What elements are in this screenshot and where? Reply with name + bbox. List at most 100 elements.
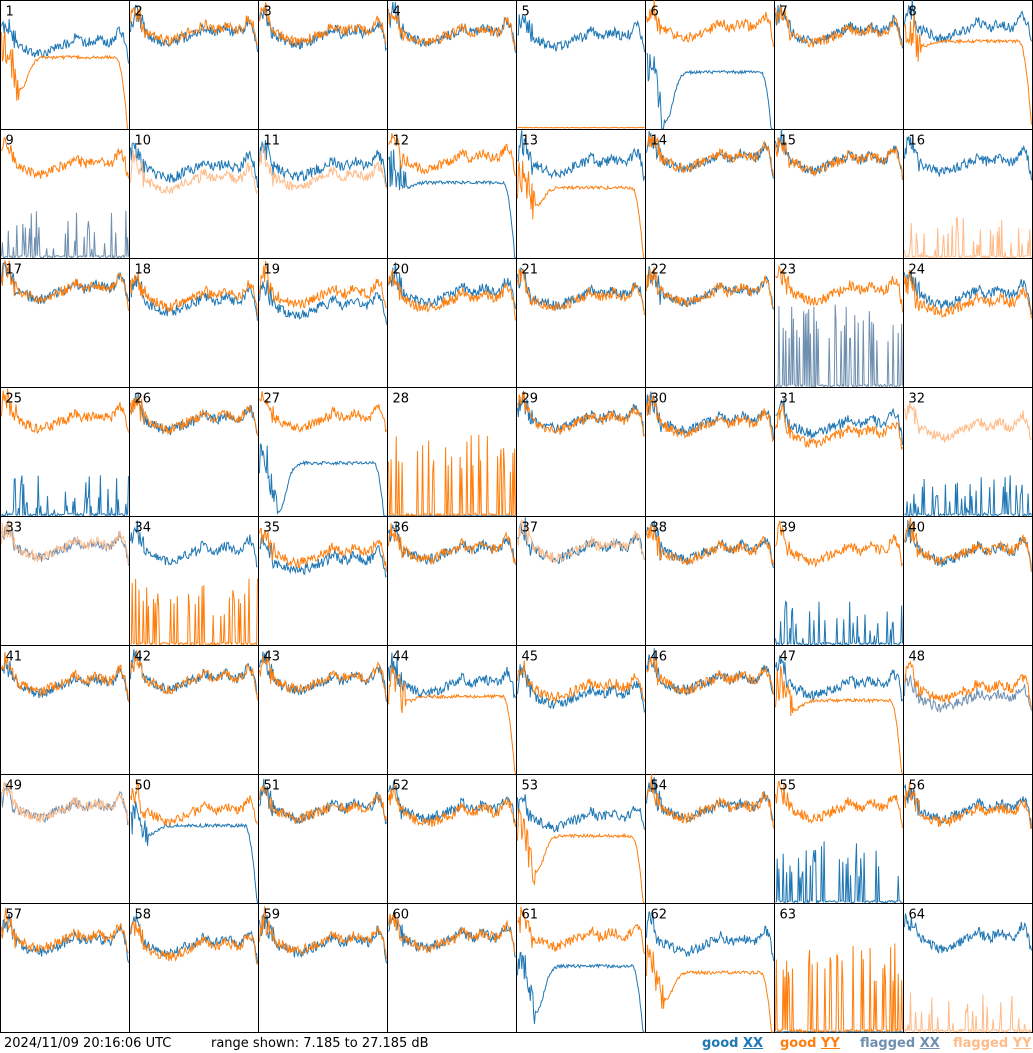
spectrum-xx-19 xyxy=(259,280,387,325)
spectrum-yy-29 xyxy=(517,391,645,437)
antenna-panel-49: 49 xyxy=(0,774,130,904)
spectrum-yy-35 xyxy=(259,527,387,572)
spectrum-xx-16 xyxy=(904,136,1032,181)
panel-label-56: 56 xyxy=(909,779,926,794)
panel-label-59: 59 xyxy=(264,908,281,923)
panel-label-57: 57 xyxy=(6,908,23,923)
spectrum-yy-50 xyxy=(130,781,258,827)
spectrum-yy-1 xyxy=(1,31,129,130)
antenna-panel-64: 64 xyxy=(903,903,1033,1034)
panel-frame xyxy=(645,0,775,130)
panel-frame xyxy=(516,258,646,388)
panel-label-10: 10 xyxy=(135,134,152,149)
spectrum-yy-33 xyxy=(1,519,129,565)
spectrum-xx-12 xyxy=(388,149,516,259)
panel-frame xyxy=(129,129,259,259)
antenna-panel-56: 56 xyxy=(903,774,1033,904)
spectrum-xx-6 xyxy=(646,52,774,130)
panel-frame xyxy=(516,387,646,517)
spectrum-yy-9 xyxy=(1,137,129,179)
timestamp-label: 2024/11/09 20:16:06 UTC xyxy=(4,1036,172,1051)
spectrum-yy-55 xyxy=(775,780,903,829)
legend-good-xx-pol: XX xyxy=(743,1036,764,1051)
spectrum-yy-25 xyxy=(1,388,129,435)
panel-frame xyxy=(258,903,388,1033)
spectrum-yy-41 xyxy=(1,651,129,702)
spectrum-yy-31 xyxy=(775,403,903,450)
panel-frame xyxy=(0,516,130,646)
antenna-panel-40: 40 xyxy=(903,516,1033,646)
antenna-panel-37: 37 xyxy=(516,516,646,646)
spectrum-yy-13 xyxy=(517,160,645,259)
panel-frame xyxy=(774,129,904,259)
panel-label-19: 19 xyxy=(264,263,281,278)
spectrum-yy-53 xyxy=(517,808,645,904)
spectrum-yy-24 xyxy=(904,269,1032,319)
antenna-panel-33: 33 xyxy=(0,516,130,646)
antenna-panel-27: 27 xyxy=(258,387,388,517)
antenna-panel-46: 46 xyxy=(645,645,775,775)
panel-label-54: 54 xyxy=(651,779,668,794)
antenna-panel-1: 1 xyxy=(0,0,130,130)
spectrum-yy-36 xyxy=(388,523,516,566)
panel-label-29: 29 xyxy=(522,392,539,407)
panel-label-31: 31 xyxy=(780,392,797,407)
antenna-panel-23: 23 xyxy=(774,258,904,389)
legend-good-yy: good YY xyxy=(780,1034,840,1053)
panel-label-63: 63 xyxy=(780,908,797,923)
spectrum-xx-27 xyxy=(259,443,387,517)
panel-frame xyxy=(516,0,646,130)
antenna-panel-38: 38 xyxy=(645,516,775,646)
panel-label-50: 50 xyxy=(135,779,152,794)
spectrum-yy-60 xyxy=(388,912,516,954)
panel-frame xyxy=(129,258,259,388)
spectrum-xx-3 xyxy=(259,5,387,52)
spectrum-yy-54 xyxy=(646,774,774,829)
panel-label-39: 39 xyxy=(780,521,797,536)
spectrum-yy-32 xyxy=(904,401,1032,444)
spectrum-yy-19 xyxy=(259,260,387,310)
spectrum-yy-64 xyxy=(904,992,1032,1034)
panel-frame xyxy=(129,774,259,904)
antenna-panel-11: 11 xyxy=(258,129,388,259)
legend-flagged-yy-pol: YY xyxy=(1012,1036,1032,1051)
panel-frame xyxy=(516,774,646,904)
panel-label-41: 41 xyxy=(6,650,23,665)
panel-frame xyxy=(903,645,1033,775)
spectrum-xx-62 xyxy=(646,911,774,961)
antenna-panel-39: 39 xyxy=(774,516,904,647)
panel-frame xyxy=(387,0,517,130)
spectrum-xx-1 xyxy=(1,18,129,64)
panel-label-2: 2 xyxy=(135,5,143,20)
antenna-panel-29: 29 xyxy=(516,387,646,517)
spectrum-yy-47 xyxy=(775,665,903,775)
panel-label-36: 36 xyxy=(393,521,410,536)
panel-frame xyxy=(645,387,775,517)
antenna-panel-8: 8 xyxy=(903,0,1033,130)
spectrum-yy-8 xyxy=(904,14,1032,125)
spectrum-yy-59 xyxy=(259,906,387,960)
panel-label-43: 43 xyxy=(264,650,281,665)
spectrum-yy-3 xyxy=(259,1,387,47)
panel-label-42: 42 xyxy=(135,650,152,665)
legend-flagged-yy-label: flagged xyxy=(953,1036,1009,1051)
panel-frame xyxy=(903,258,1033,388)
spectrum-yy-4 xyxy=(388,8,516,51)
spectrum-yy-34 xyxy=(130,578,258,647)
panel-label-45: 45 xyxy=(522,650,539,665)
spectrum-yy-28 xyxy=(388,434,516,518)
antenna-panel-28: 28 xyxy=(387,387,517,518)
panel-label-24: 24 xyxy=(909,263,926,278)
panel-label-62: 62 xyxy=(651,908,668,923)
spectrum-yy-46 xyxy=(646,656,774,695)
panel-frame xyxy=(645,645,775,775)
antenna-panel-36: 36 xyxy=(387,516,517,646)
panel-label-49: 49 xyxy=(6,779,23,794)
spectrum-yy-51 xyxy=(259,784,387,824)
legend-flagged-xx: flagged XX xyxy=(860,1034,940,1053)
panel-frame xyxy=(258,774,388,904)
panel-label-37: 37 xyxy=(522,521,539,536)
antenna-panel-12: 12 xyxy=(387,129,517,259)
spectrum-xx-10 xyxy=(130,142,258,188)
